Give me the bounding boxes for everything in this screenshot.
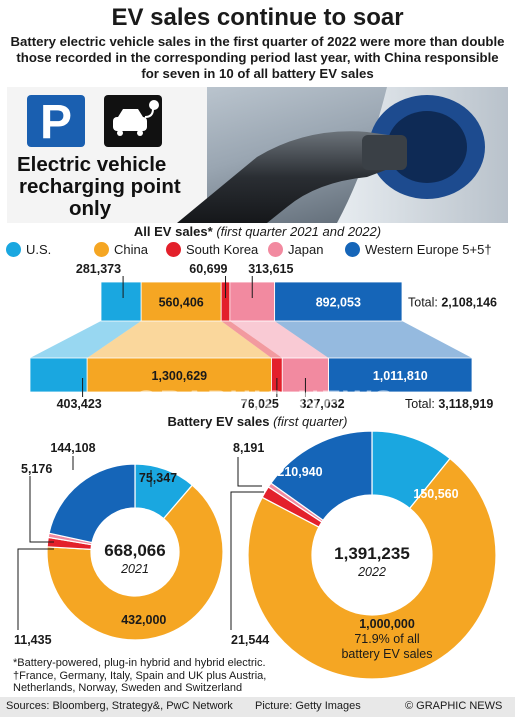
stacked-bar-chart: 281,373 560,406 60,699 313,615 892,053 Total:… [29, 262, 497, 411]
legend-swatch-china [94, 242, 109, 257]
bar-label-2021-south-korea: 60,699 [189, 262, 227, 276]
leader-donut-2022-south-korea [230, 491, 264, 630]
all-ev-heading-bold: All EV sales* [133, 224, 213, 239]
donut-label-2022-japan: 8,191 [233, 441, 264, 455]
donut-chart-2021: 668,066 2021 75,347 432,000 144,108 5,176 11,4… [14, 441, 224, 647]
footer-copyright: © GRAPHIC NEWS [405, 700, 503, 712]
bar-segment-2021-china [140, 281, 222, 322]
donut-center-year-2021: 2021 [120, 562, 149, 576]
bar-label-2022-western-europe: 1,011,810 [373, 369, 428, 383]
bar-segment-2022-china [86, 357, 272, 393]
page-subtitle: Battery electric vehicle sales in the fi… [10, 34, 505, 81]
donut-label-2021-western-europe: 144,108 [50, 441, 95, 455]
donut-center-total-2021: 668,066 [104, 541, 165, 560]
legend-swatch-south-korea [166, 242, 181, 257]
donut-label-2021-china: 432,000 [121, 613, 166, 627]
bar-connector-china [87, 321, 272, 358]
bar-label-2021-us: 281,373 [76, 262, 121, 276]
legend-item-western-europe: Western Europe 5+5† [345, 242, 492, 257]
leader-donut-2021-south-korea [17, 548, 54, 630]
bar-total-2021: Total: 2,108,146 [408, 296, 497, 310]
watermark: GRAPHIC NEWS [134, 385, 396, 418]
ev-charging-sign-icon [104, 95, 162, 147]
bar-label-2022-japan: 327,032 [299, 397, 344, 411]
donut-note-2022-china-1: 71.9% of all [354, 632, 419, 646]
donut-slice-2022-western-europe [270, 430, 373, 522]
legend-item-japan: Japan [268, 242, 323, 257]
legend-item-south-korea: South Korea [166, 242, 258, 257]
bar-segment-2021-us [100, 281, 142, 322]
bar-label-2022-china: 1,300,629 [152, 369, 208, 383]
donut-slice-2021-china [46, 484, 224, 641]
bar-total-2021-value: 2,108,146 [441, 296, 497, 310]
legend-swatch-japan [268, 242, 283, 257]
donut-label-2021-south-korea: 11,435 [14, 633, 52, 647]
footer: Sources: Bloomberg, Strategy&, PwC Netwo… [0, 697, 515, 717]
bar-segment-2022-us [29, 357, 88, 393]
footer-sources: Sources: Bloomberg, Strategy&, PwC Netwo… [6, 700, 233, 712]
bar-total-2022: Total: 3,118,919 [405, 397, 493, 411]
footnote-line-3: Netherlands, Norway, Sweden and Switzerl… [13, 682, 243, 694]
footer-picture-credit: Picture: Getty Images [255, 700, 361, 712]
battery-ev-heading-bold: Battery EV sales [167, 414, 270, 429]
parking-sign-icon: P [27, 95, 85, 149]
sign-text-line-1: Electric vehicle [17, 153, 166, 176]
bar-connector-south-korea [221, 321, 283, 358]
bar-label-2021-japan: 313,615 [248, 262, 293, 276]
donut-label-2021-japan: 5,176 [21, 462, 52, 476]
legend-label-us: U.S. [26, 242, 52, 257]
svg-text:P: P [40, 96, 72, 149]
donut-chart-2022: 1,391,235 2022 150,560 210,940 1,000,00071.9… [230, 430, 497, 680]
legend-label-japan: Japan [288, 242, 324, 257]
leader-donut-2021-japan [29, 476, 54, 543]
donut-label-2022-south-korea: 21,544 [231, 633, 269, 647]
chart-legend: U.S. China South Korea Japan Western Eur… [6, 242, 511, 260]
page-title: EV sales continue to soar [111, 4, 404, 31]
donut-label-2022-us: 150,560 [413, 487, 458, 501]
legend-label-western-europe: Western Europe 5+5† [365, 242, 492, 257]
bar-segment-2022-western-europe [328, 357, 473, 393]
donut-center-year-2022: 2022 [357, 565, 386, 579]
bar-label-2022-us: 403,423 [57, 397, 102, 411]
donut-note-2022-china-2: battery EV sales [341, 647, 432, 661]
bar-segment-2021-western-europe [274, 281, 403, 322]
all-ev-heading-italic: (first quarter 2021 and 2022) [216, 224, 382, 239]
bar-label-2021-western-europe: 892,053 [316, 296, 361, 310]
header-photo: P Electric vehicle recharging point only [7, 87, 508, 223]
bar-label-2021-china: 560,406 [159, 296, 204, 310]
battery-ev-heading-italic: (first quarter) [273, 414, 348, 429]
bar-connector-us [30, 321, 142, 358]
legend-swatch-us [6, 242, 21, 257]
footnote: *Battery-powered, plug-in hybrid and hyb… [13, 657, 313, 695]
donut-slice-2021-western-europe [48, 463, 136, 544]
sign-text-line-2: recharging point [19, 175, 181, 198]
legend-swatch-western-europe [345, 242, 360, 257]
bar-total-2022-value: 3,118,919 [438, 397, 493, 411]
donut-label-2022-western-europe: 210,940 [277, 465, 322, 479]
leader-donut-2022-japan [237, 457, 262, 487]
charts-canvas: 281,373 560,406 60,699 313,615 892,053 Total:… [14, 262, 497, 680]
sign-text-line-3: only [69, 197, 112, 220]
donut-label-2022-china: 1,000,000 [359, 617, 415, 631]
bar-connector-western-europe [274, 321, 472, 358]
battery-ev-heading: Battery EV sales (first quarter) [0, 414, 515, 429]
donut-label-2021-us: 75,347 [139, 471, 177, 485]
legend-item-us: U.S. [6, 242, 51, 257]
legend-label-south-korea: South Korea [186, 242, 259, 257]
all-ev-heading: All EV sales* (first quarter 2021 and 20… [0, 224, 515, 239]
legend-item-china: China [94, 242, 148, 257]
bar-label-2022-south-korea: 76,025 [241, 397, 279, 411]
footnote-line-1: *Battery-powered, plug-in hybrid and hyb… [13, 657, 266, 669]
footnote-line-2: †France, Germany, Italy, Spain and UK pl… [13, 669, 267, 682]
donut-slice-2022-china [247, 457, 497, 680]
charging-plug-icon [177, 131, 407, 223]
legend-label-china: China [114, 242, 148, 257]
donut-center-total-2022: 1,391,235 [334, 544, 410, 563]
bar-connector-japan [229, 321, 329, 358]
